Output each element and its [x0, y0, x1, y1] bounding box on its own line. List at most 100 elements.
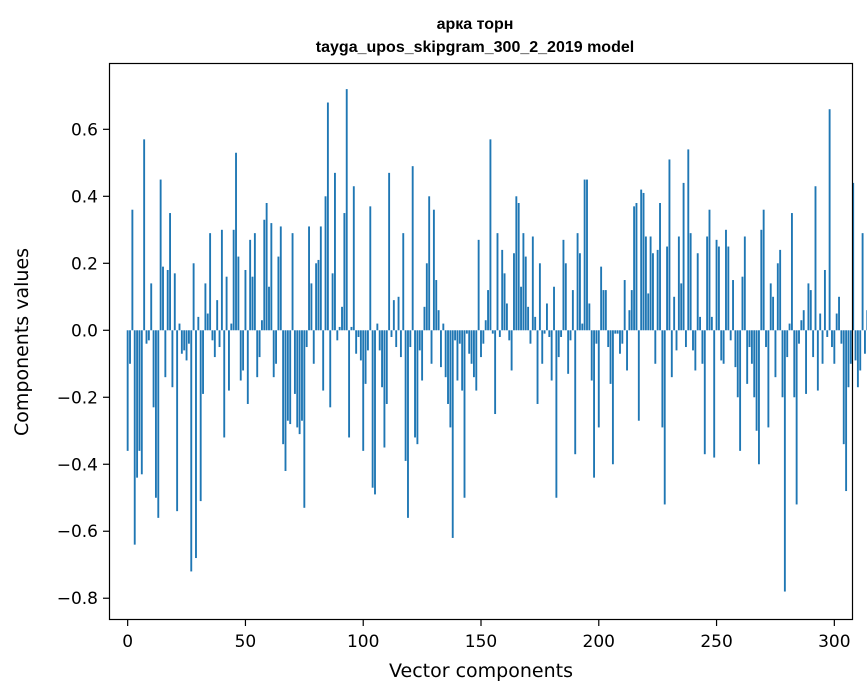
bar-124: [418, 330, 421, 351]
bar-71: [293, 330, 296, 394]
bar-17: [166, 269, 169, 331]
bar-112: [390, 330, 393, 337]
bar-308: [852, 182, 855, 331]
bar-133: [440, 330, 442, 368]
bar-30: [197, 316, 200, 331]
bar-13: [157, 330, 160, 518]
bar-15: [162, 266, 164, 331]
bar-302: [838, 296, 840, 331]
bar-102: [366, 330, 369, 351]
bar-14: [159, 179, 162, 331]
bar-81: [317, 259, 320, 331]
bar-163: [510, 330, 513, 371]
bar-273: [769, 283, 772, 331]
bar-208: [616, 330, 619, 334]
bar-110: [385, 330, 388, 404]
bar-series: [126, 89, 867, 592]
bar-145: [468, 330, 471, 354]
bar-75: [303, 330, 306, 508]
bar-82: [319, 226, 322, 331]
bar-129: [430, 330, 433, 364]
bar-264: [748, 330, 751, 348]
bar-278: [781, 330, 784, 398]
bar-162: [508, 330, 511, 341]
bar-276: [776, 263, 779, 331]
bar-249: [713, 330, 716, 458]
bar-94: [348, 330, 351, 438]
x-tick-label: 100: [347, 632, 379, 652]
bar-242: [696, 253, 699, 331]
bar-84: [324, 196, 327, 331]
bar-206: [611, 330, 614, 465]
bar-293: [816, 330, 819, 391]
bar-87: [331, 273, 334, 331]
bar-212: [626, 330, 628, 371]
bar-253: [722, 330, 725, 364]
bar-251: [717, 246, 720, 331]
bar-211: [623, 280, 626, 331]
bar-182: [555, 330, 558, 498]
bar-238: [687, 149, 690, 331]
bar-68: [286, 330, 289, 421]
bar-313: [864, 330, 866, 354]
bar-114: [395, 330, 398, 348]
bar-209: [619, 330, 621, 354]
bar-122: [414, 330, 416, 438]
bar-32: [202, 330, 204, 394]
bar-113: [392, 300, 395, 331]
bar-284: [795, 330, 798, 505]
bar-9: [147, 330, 150, 341]
bar-36: [211, 330, 214, 341]
bar-138: [451, 330, 454, 538]
bar-64: [277, 256, 280, 331]
bar-153: [487, 290, 489, 331]
bar-117: [402, 233, 405, 331]
bar-160: [503, 273, 506, 331]
bar-231: [670, 330, 673, 378]
bar-181: [553, 286, 555, 331]
bar-217: [637, 330, 640, 421]
bar-109: [383, 330, 386, 448]
y-tick-label: 0.4: [71, 187, 98, 207]
bar-131: [435, 280, 438, 331]
y-tick-label: −0.4: [57, 455, 98, 475]
y-axis-ticks: −0.8 −0.6 −0.4 −0.2 0.0 0.2 0.4 0.6: [57, 120, 110, 609]
bar-142: [461, 330, 464, 391]
bar-154: [489, 139, 492, 331]
bar-256: [729, 330, 732, 341]
bar-265: [750, 330, 753, 364]
bar-22: [178, 323, 181, 331]
bar-98: [357, 330, 360, 337]
bar-186: [564, 263, 567, 331]
bar-74: [301, 330, 303, 421]
bar-282: [790, 213, 793, 331]
y-tick-label: 0.0: [71, 321, 98, 341]
bar-11: [152, 330, 155, 408]
bar-77: [308, 226, 310, 331]
bar-197: [590, 330, 593, 381]
bar-259: [736, 330, 739, 398]
bar-159: [501, 249, 504, 331]
y-tick-label: −0.6: [57, 522, 98, 542]
bar-190: [574, 330, 577, 455]
bar-50: [244, 269, 247, 331]
bar-35: [209, 233, 212, 331]
bar-83: [322, 330, 325, 391]
bar-312: [861, 233, 864, 331]
bar-42: [225, 276, 228, 331]
bar-261: [741, 276, 744, 331]
bar-72: [296, 330, 299, 428]
bar-99: [359, 330, 362, 361]
bar-244: [701, 330, 704, 364]
bar-123: [416, 330, 419, 445]
bar-139: [454, 330, 457, 341]
bar-67: [284, 330, 287, 471]
x-tick-label: 150: [465, 632, 497, 652]
bar-120: [409, 330, 412, 348]
bar-136: [447, 330, 449, 404]
bar-44: [230, 323, 233, 331]
bar-285: [798, 330, 800, 344]
bar-222: [649, 236, 652, 331]
bar-60: [268, 286, 270, 331]
bar-8: [145, 330, 148, 344]
